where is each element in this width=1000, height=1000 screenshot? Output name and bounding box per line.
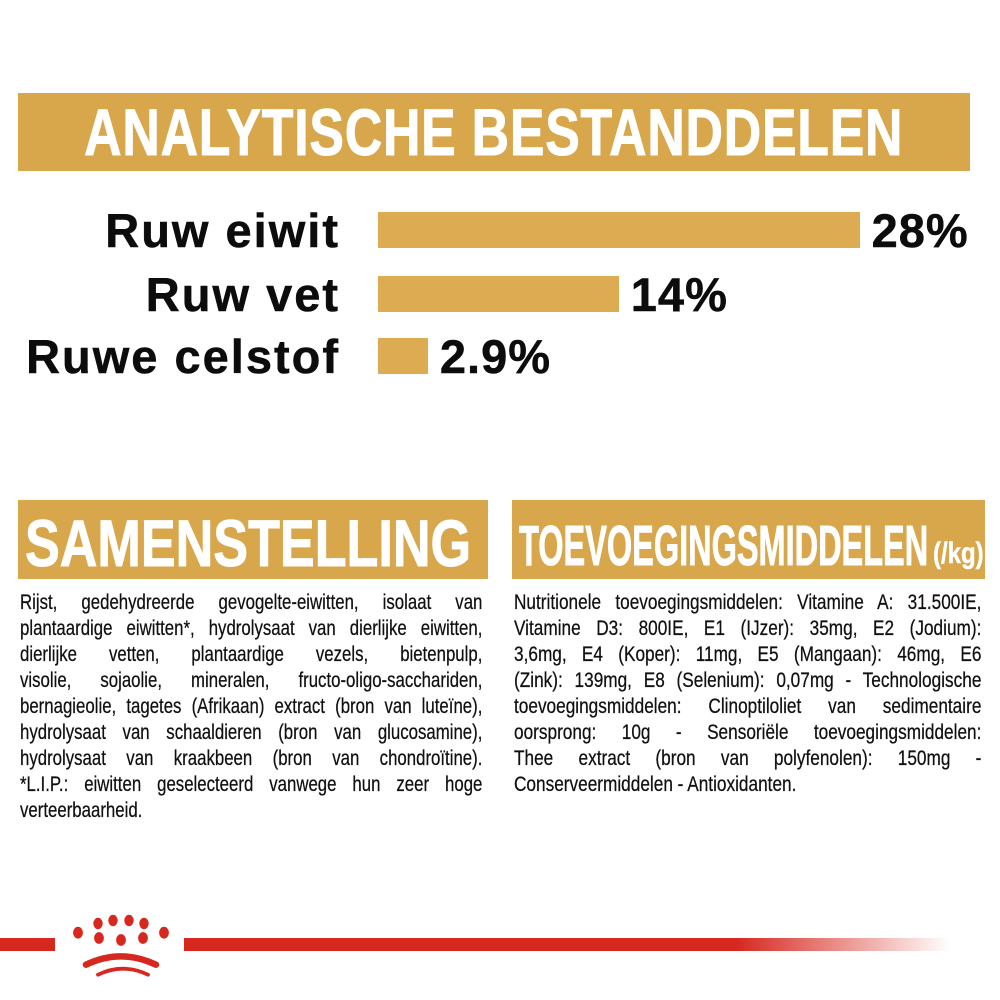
chart-value-fat: 14% bbox=[630, 267, 728, 321]
text-line: Vitamine D3: 800IE, E1 (IJzer): 35mg, E2… bbox=[514, 617, 982, 640]
chart-label-fat: Ruw vet bbox=[145, 267, 340, 321]
text-line: Nutritionele toevoegingsmiddelen: Vitami… bbox=[514, 591, 982, 614]
analytical-banner: ANALYTISCHE BESTANDDELEN bbox=[18, 93, 970, 171]
text-line: verteerbaarheid. bbox=[20, 799, 143, 822]
text-line: toevoegingsmiddelen: Clinoptiloliet van … bbox=[514, 695, 982, 718]
additives-heading: TOEVOEGINGSMIDDELEN bbox=[519, 514, 929, 579]
text-line: *L.I.P.: eiwitten geselecteerd vanwege h… bbox=[20, 773, 483, 796]
text-line: Conserveermiddelen - Antioxidanten. bbox=[514, 773, 797, 796]
text-line: hydrolysaat van kraakbeen (bron van chon… bbox=[20, 747, 483, 770]
text-line: dierlijke vetten, plantaardige vezels, b… bbox=[20, 643, 483, 666]
text-line: hydrolysaat van schaaldieren (bron van g… bbox=[20, 721, 483, 744]
chart-row-fibre: Ruwe celstof 2.9% bbox=[0, 329, 1000, 383]
chart-value-fibre: 2.9% bbox=[439, 329, 552, 383]
crown-paw-icon bbox=[73, 914, 169, 977]
footer-stripe-left bbox=[0, 938, 55, 951]
text-line: plantaardige eiwitten*, hydrolysaat van … bbox=[20, 617, 483, 640]
text-line: Thee extract (bron van polyfenolen): 150… bbox=[514, 747, 982, 770]
text-line: (Zink): 139mg, E8 (Selenium): 0,07mg - T… bbox=[514, 669, 982, 692]
chart-label-protein: Ruw eiwit bbox=[105, 203, 340, 257]
chart-bar-protein bbox=[378, 212, 860, 248]
chart-bar-fibre bbox=[378, 338, 428, 374]
text-line: visolie, sojaolie, mineralen, fructo-oli… bbox=[20, 669, 483, 692]
composition-heading: SAMENSTELLING bbox=[25, 506, 472, 581]
royal-canin-crown-paw-logo bbox=[70, 912, 174, 980]
composition-text: Rijst, gedehydreerde gevogelte-eiwitten,… bbox=[20, 590, 483, 824]
additives-text: Nutritionele toevoegingsmiddelen: Vitami… bbox=[514, 590, 982, 798]
chart-row-protein: Ruw eiwit 28% bbox=[0, 203, 1000, 257]
text-line: Rijst, gedehydreerde gevogelte-eiwitten,… bbox=[20, 591, 483, 614]
chart-bar-fat bbox=[378, 276, 619, 312]
chart-label-fibre: Ruwe celstof bbox=[26, 329, 340, 383]
text-line: 3,6mg, E4 (Koper): 11mg, E5 (Mangaan): 4… bbox=[514, 643, 982, 666]
text-line: oorsprong: 10g - Sensoriële toevoegingsm… bbox=[514, 721, 982, 744]
additives-header: TOEVOEGINGSMIDDELEN (/kg) bbox=[512, 500, 985, 579]
chart-row-fat: Ruw vet 14% bbox=[0, 267, 1000, 321]
composition-header: SAMENSTELLING bbox=[18, 500, 488, 581]
footer-stripe-right bbox=[184, 938, 950, 951]
additives-unit-label: (/kg) bbox=[933, 537, 984, 571]
banner-title: ANALYTISCHE BESTANDDELEN bbox=[84, 95, 904, 170]
chart-value-protein: 28% bbox=[871, 203, 969, 257]
text-line: bernagieolie, tagetes (Afrikaan) extract… bbox=[20, 695, 483, 718]
